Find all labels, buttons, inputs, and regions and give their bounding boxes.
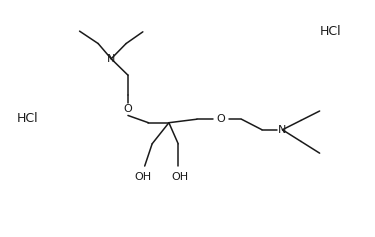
Text: OH: OH — [134, 172, 152, 182]
Text: HCl: HCl — [320, 25, 341, 38]
Text: OH: OH — [171, 172, 189, 182]
Text: N: N — [107, 54, 116, 64]
Text: HCl: HCl — [16, 112, 38, 125]
Text: N: N — [278, 125, 286, 135]
Text: O: O — [217, 114, 225, 124]
Text: O: O — [124, 104, 132, 114]
